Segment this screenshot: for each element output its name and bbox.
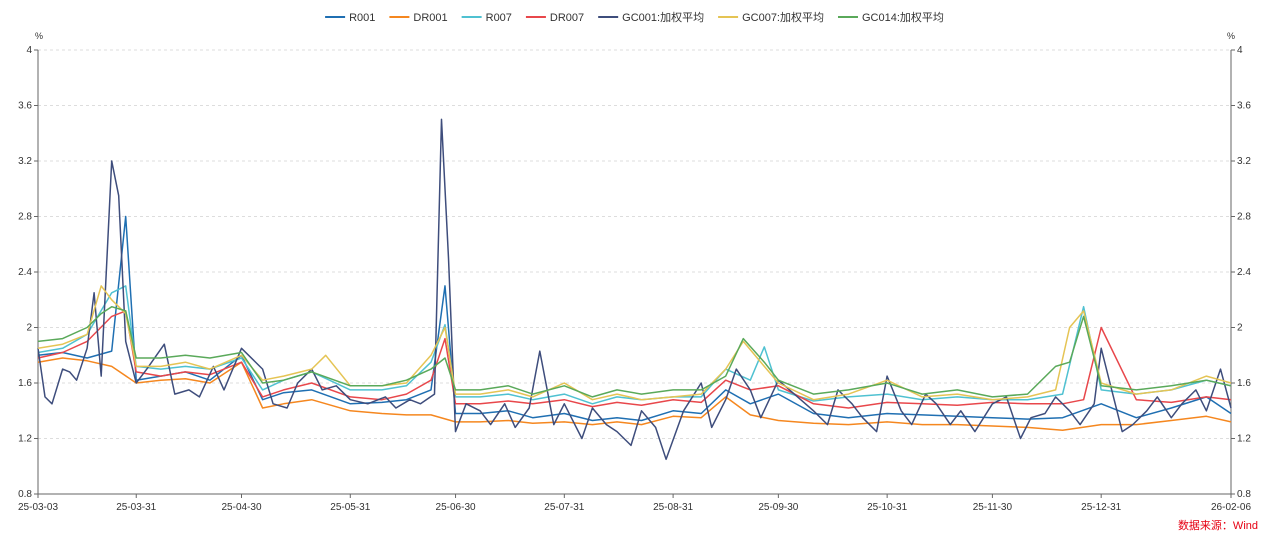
series-line: [37, 118, 1232, 461]
legend-item[interactable]: GC001:加权平均: [598, 11, 704, 24]
series-line: [37, 215, 1232, 422]
chart-legend: R001 DR001 R007 DR007 GC001:加权平均 GC007:加权平均 GC…: [325, 11, 944, 24]
legend-item[interactable]: R001: [325, 12, 375, 24]
y-tick-label-right: 1.6: [1237, 378, 1251, 389]
series-line: [37, 310, 1232, 409]
y-tick-label-right: 4: [1237, 45, 1243, 56]
legend-item[interactable]: DR007: [525, 12, 584, 24]
x-tick-label: 25-10-31: [867, 502, 907, 513]
y-tick-label: 3.2: [18, 156, 32, 167]
legend-label: R007: [486, 12, 512, 24]
x-tick-label: 25-04-30: [221, 502, 261, 513]
y-tick-label: 3.6: [18, 101, 32, 112]
series-line: [37, 285, 1232, 401]
legend-label: DR001: [413, 12, 447, 24]
legend-item[interactable]: DR001: [389, 12, 448, 24]
grid-lines: [38, 49, 1231, 439]
legend-label: DR007: [550, 12, 584, 24]
legend-label: GC007:加权平均: [742, 11, 824, 24]
x-tick-label: 26-02-06: [1211, 502, 1251, 513]
y-tick-label-right: 3.6: [1237, 101, 1251, 112]
x-tick-label: 25-03-03: [18, 502, 58, 513]
x-tick-label: 25-11-30: [973, 502, 1013, 513]
legend-label: R001: [349, 12, 375, 24]
y-tick-label: 4: [26, 45, 32, 56]
source-note: 数据来源：Wind: [1178, 518, 1258, 532]
y-tick-label: 0.8: [18, 489, 32, 500]
y-tick-label-right: 0.8: [1237, 489, 1251, 500]
y-tick-label: 2: [26, 323, 32, 334]
y-tick-label: 2.4: [18, 267, 32, 278]
x-tick-label: 25-06-30: [436, 502, 476, 513]
series-line: [37, 305, 1232, 398]
legend-label: GC014:加权平均: [862, 11, 944, 24]
x-tick-label: 25-08-31: [653, 502, 693, 513]
y-unit-right: %: [1227, 31, 1235, 41]
series-lines: [37, 118, 1232, 461]
y-tick-label-right: 2.4: [1237, 267, 1251, 278]
legend-item[interactable]: GC014:加权平均: [837, 11, 944, 24]
legend-item[interactable]: GC007:加权平均: [718, 11, 824, 24]
y-tick-label-right: 2.8: [1237, 212, 1251, 223]
x-tick-label: 25-09-30: [758, 502, 798, 513]
y-unit-left: %: [35, 31, 43, 41]
x-tick-label: 25-07-31: [544, 502, 584, 513]
y-tick-label: 1.6: [18, 378, 32, 389]
y-tick-label-right: 3.2: [1237, 156, 1251, 167]
x-tick-label: 25-05-31: [330, 502, 370, 513]
y-tick-label: 1.2: [18, 434, 32, 445]
x-tick-label: 25-12-31: [1081, 502, 1121, 513]
y-tick-label-right: 1.2: [1237, 434, 1251, 445]
series-line: [37, 285, 1232, 405]
y-tick-label-right: 2: [1237, 323, 1243, 334]
legend-item[interactable]: R007: [461, 12, 512, 24]
x-tick-label: 25-03-31: [116, 502, 156, 513]
y-tick-label: 2.8: [18, 212, 32, 223]
chart-axes: % % 0.8 0.8 1.2 1.2 1.6 1.6 2 2 2.4 2.4 2.8 2.8 3.2 3…: [18, 31, 1251, 513]
legend-label: GC001:加权平均: [622, 11, 704, 24]
